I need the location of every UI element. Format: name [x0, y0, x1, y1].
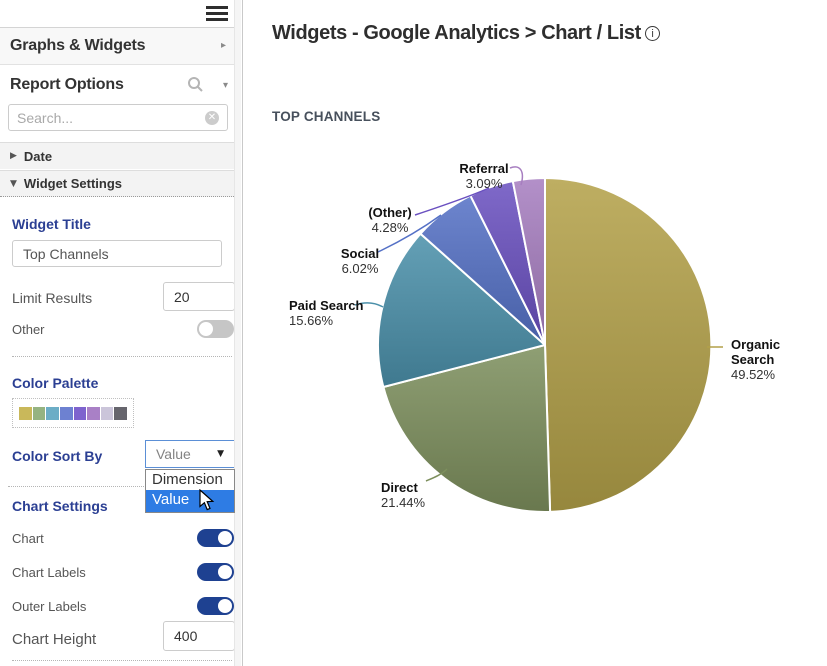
palette-swatch: [87, 406, 100, 420]
leader-line: [377, 214, 442, 253]
graphs-widgets-label: Graphs & Widgets: [10, 37, 146, 54]
search-input[interactable]: Search... ✕: [8, 104, 228, 131]
pie-slice-referral[interactable]: [511, 176, 546, 346]
pie-label-direct: Direct 21.44%: [381, 480, 426, 510]
other-label: Other: [12, 322, 45, 337]
chevron-right-icon: ▸: [220, 40, 226, 51]
search-icon[interactable]: [187, 76, 204, 98]
outer-labels-toggle-label: Outer Labels: [12, 599, 87, 614]
widget-title-label: Widget Title: [12, 216, 91, 232]
page-title: Widgets - Google Analytics > Chart / Lis…: [272, 22, 660, 45]
info-icon[interactable]: i: [644, 26, 660, 41]
limit-results-label: Limit Results: [12, 290, 93, 306]
section-widget-settings[interactable]: ▼ Widget Settings: [0, 170, 236, 197]
chevron-down-icon: ▾: [222, 80, 228, 91]
palette-swatch: [114, 406, 127, 420]
pie-slice-paid-search[interactable]: [377, 232, 546, 388]
color-sort-select[interactable]: Value ▼: [145, 440, 235, 468]
widget-title-input[interactable]: Top Channels: [12, 240, 222, 267]
color-palette-picker[interactable]: [12, 398, 134, 428]
chart-height-label: Chart Height: [12, 631, 97, 648]
palette-swatch: [32, 406, 46, 420]
limit-results-input[interactable]: 20: [163, 282, 235, 311]
sidebar-item-graphs-widgets[interactable]: Graphs & Widgets ▸: [0, 28, 236, 65]
pie-label-paid-search: Paid Search 15.66%: [289, 298, 364, 328]
chart-toggle-label: Chart: [12, 531, 44, 546]
chart-settings-label: Chart Settings: [12, 498, 108, 514]
clear-search-icon[interactable]: ✕: [205, 110, 219, 125]
leader-line: [425, 468, 448, 482]
pie-label-organic-search: Organic Search 49.52%: [731, 337, 781, 382]
pie-label-social: Social 6.02%: [340, 246, 380, 276]
color-sort-dropdown-list: Dimension Value: [145, 469, 235, 513]
pie-slice-direct[interactable]: [382, 344, 552, 513]
other-toggle[interactable]: [197, 320, 234, 338]
chart-labels-toggle-label: Chart Labels: [12, 565, 86, 580]
leader-line: [509, 166, 524, 186]
color-sort-selected-value: Value: [156, 446, 191, 462]
leader-line: [354, 302, 384, 308]
pie-label-other: (Other) 4.28%: [368, 205, 412, 235]
outer-labels-toggle[interactable]: [197, 597, 234, 615]
select-arrow-icon: ▼: [217, 449, 224, 459]
dropdown-option-value[interactable]: Value: [146, 490, 234, 512]
sidebar-item-report-options[interactable]: Report Options ▾: [0, 66, 236, 103]
color-sort-by-label: Color Sort By: [12, 448, 103, 464]
sidebar: Graphs & Widgets ▸ Report Options ▾ Sear…: [0, 0, 243, 666]
widget-heading: TOP CHANNELS: [272, 109, 381, 124]
leader-line: [414, 187, 490, 216]
collapsed-triangle-icon: ▶: [10, 151, 17, 161]
divider: [12, 356, 232, 357]
dropdown-option-dimension[interactable]: Dimension: [152, 471, 223, 488]
chart-toggle[interactable]: [197, 529, 234, 547]
chart-height-input[interactable]: 400: [163, 621, 235, 651]
widget-settings-label: Widget Settings: [23, 176, 123, 191]
pie-label-referral: Referral 3.09%: [459, 161, 509, 191]
palette-swatch: [59, 406, 73, 420]
palette-swatch: [73, 406, 87, 420]
palette-swatch: [19, 406, 32, 420]
divider: [12, 660, 232, 661]
pie-slice-organic-search[interactable]: [544, 177, 713, 513]
search-placeholder: Search...: [17, 109, 74, 126]
color-palette-label: Color Palette: [12, 375, 99, 391]
palette-swatch: [100, 406, 114, 420]
chart-labels-toggle[interactable]: [197, 563, 234, 581]
divider: [8, 486, 144, 487]
palette-swatch: [46, 406, 59, 420]
date-section-label: Date: [23, 148, 53, 164]
sidebar-scrollbar[interactable]: [234, 0, 241, 666]
sidebar-top-bar: [0, 0, 236, 28]
expanded-triangle-icon: ▼: [10, 178, 17, 189]
report-options-label: Report Options: [10, 75, 124, 93]
pie-chart: [354, 166, 723, 513]
section-date[interactable]: ▶ Date: [0, 142, 236, 169]
hamburger-menu-icon[interactable]: [206, 6, 228, 22]
